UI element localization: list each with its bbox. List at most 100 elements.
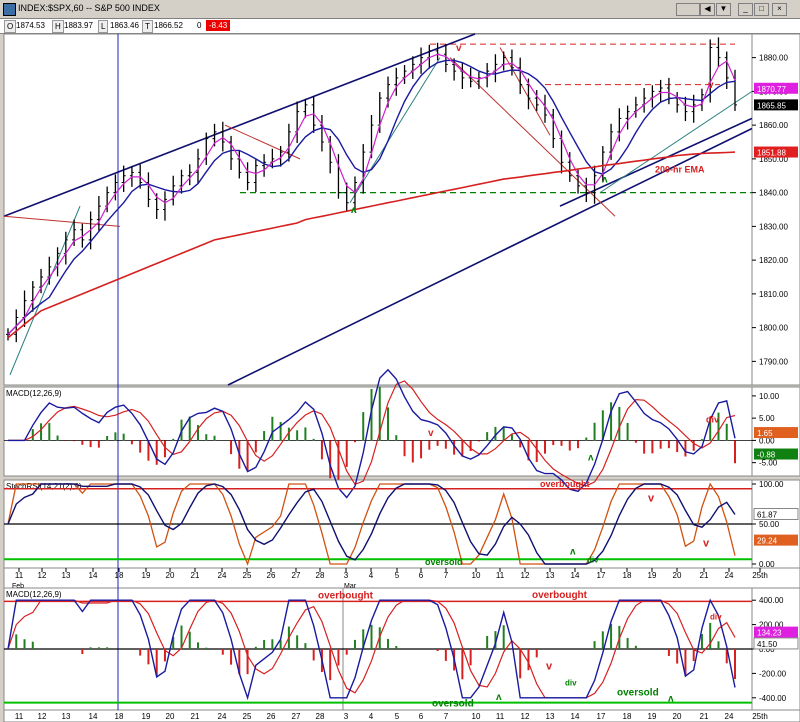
x-day-label: 21: [191, 571, 200, 580]
macd2-ytick-label: 200.00: [759, 621, 784, 630]
stoch-ytick-label: 100.00: [759, 480, 784, 489]
low-value: 1863.46: [110, 21, 139, 30]
stoch-v-mark-2: v: [703, 537, 710, 549]
x-day-label-bottom: 14: [89, 712, 98, 721]
stoch-title: StochRSI(14,21(2),9): [6, 482, 82, 491]
x-day-label: 11: [496, 571, 505, 580]
stoch-ytick-label: 0.00: [759, 560, 775, 569]
x-day-label: 12: [521, 571, 530, 580]
x-day-label: 18: [115, 571, 124, 580]
x-day-label-bottom: 17: [597, 712, 606, 721]
stoch-ytick-label: 50.00: [759, 520, 780, 529]
macd2-value-tag-2: [753, 637, 799, 650]
x-day-label-bottom: 27: [292, 712, 301, 721]
price-v-mark-2: v: [708, 80, 714, 91]
macd1-ytick-label: 5.00: [759, 414, 775, 423]
x-day-label-bottom: 21: [191, 712, 200, 721]
red-trend-line-2: [224, 124, 301, 160]
macd2-up-mark-1: ʌ: [496, 692, 502, 703]
app-icon: [3, 3, 16, 16]
x-day-label-bottom: 24: [725, 712, 734, 721]
ema200-line: [7, 151, 736, 339]
x-month-label-feb: Feb: [12, 583, 24, 590]
macd1-value-label: 1.65: [757, 429, 773, 438]
x-day-label: 24: [218, 571, 227, 580]
price-ytick-label: 1830.00: [759, 222, 788, 231]
red-trend-line-3: [449, 57, 616, 217]
macd2-v-mark: v: [546, 661, 553, 673]
x-day-label-bottom: 19: [648, 712, 657, 721]
x-day-label-bottom: 11: [15, 712, 24, 721]
stoch-value-tag-2: [754, 534, 798, 546]
macd2-ytick-label: 0.00: [759, 645, 775, 654]
price-ytick-label: 1880.00: [759, 54, 788, 63]
x-day-label: 10: [472, 571, 481, 580]
x-day-label: 5: [395, 571, 400, 580]
x-day-label: 6: [419, 571, 424, 580]
x-day-label-bottom: 25th: [752, 712, 768, 721]
price-value-tag-label: 1865.85: [757, 101, 786, 110]
macd2-ytick-label: -200.00: [759, 669, 787, 678]
macd1-ytick-label: 0.00: [759, 436, 775, 445]
x-day-label-bottom: 12: [38, 712, 47, 721]
x-day-label: 19: [142, 571, 151, 580]
stoch-div-mark: div: [587, 555, 599, 564]
x-day-label-bottom: 20: [166, 712, 175, 721]
x-day-label: 28: [316, 571, 325, 580]
ema200-annotation: 200-hr EMA: [655, 164, 705, 174]
stoch-oversold-label: oversold: [425, 557, 463, 567]
stoch-v-mark-1: v: [648, 493, 655, 505]
nav-down-button[interactable]: ▼: [716, 3, 731, 16]
x-day-label: 18: [623, 571, 632, 580]
open-label: O: [4, 20, 17, 33]
x-day-label: 11: [15, 571, 24, 580]
stoch-value-label: 61.87: [757, 511, 778, 520]
price-ytick-label: 1860.00: [759, 121, 788, 130]
price-value-tag: [754, 146, 798, 158]
macd2-value-tag: [754, 626, 798, 638]
red-trend-line-1: [3, 215, 121, 227]
close-value: 1866.52: [154, 21, 183, 30]
price-up-mark-2: ʌ: [602, 175, 608, 186]
x-day-label: 25th: [752, 571, 768, 580]
x-day-label-bottom: 24: [218, 712, 227, 721]
price-value-tag-label: 1851.88: [757, 149, 786, 158]
high-value: 1883.97: [64, 21, 93, 30]
x-day-label: 20: [166, 571, 175, 580]
high-label: H: [52, 20, 64, 33]
x-day-label: 14: [89, 571, 98, 580]
maximize-button[interactable]: □: [754, 3, 769, 16]
price-v-mark-1: v: [456, 43, 462, 54]
x-day-label: 19: [648, 571, 657, 580]
teal-trend-line-3: [599, 90, 753, 194]
price-ytick-label: 1850.00: [759, 155, 788, 164]
macd2-oversold-label-1: oversold: [432, 698, 474, 709]
macd1-value-tag: [754, 427, 798, 439]
x-day-label-bottom: 20: [673, 712, 682, 721]
macd2-div-mark-2: div: [710, 613, 722, 622]
macd2-up-mark-2: ʌ: [668, 693, 674, 704]
low-label: L: [98, 20, 109, 33]
macd2-div-mark-1: div: [565, 679, 577, 688]
x-day-label: 12: [38, 571, 47, 580]
teal-trend-line-2: [349, 57, 441, 204]
price-ytick-label: 1790.00: [759, 357, 788, 366]
x-axis-strip: [3, 567, 800, 589]
toolbar-toggle-button[interactable]: [676, 3, 700, 16]
price-value-tag: [754, 99, 798, 111]
price-up-mark-1: ʌ: [351, 205, 357, 216]
macd1-value-label-2: -0.88: [757, 451, 776, 460]
macd1-v-mark: v: [428, 428, 434, 439]
macd1-line: [8, 368, 736, 499]
macd2-ytick-label: 400.00: [759, 596, 784, 605]
macd2-ytick-label: -400.00: [759, 694, 787, 703]
x-day-label-bottom: 5: [395, 712, 400, 721]
minimize-button[interactable]: _: [738, 3, 753, 16]
price-value-tag: [754, 82, 798, 94]
x-day-label-bottom: 6: [419, 712, 424, 721]
nav-left-button[interactable]: ◀: [700, 3, 715, 16]
x-day-label: 24: [725, 571, 734, 580]
window-title: INDEX:$SPX,60 -- S&P 500 INDEX: [18, 3, 160, 13]
close-button[interactable]: ×: [772, 3, 787, 16]
